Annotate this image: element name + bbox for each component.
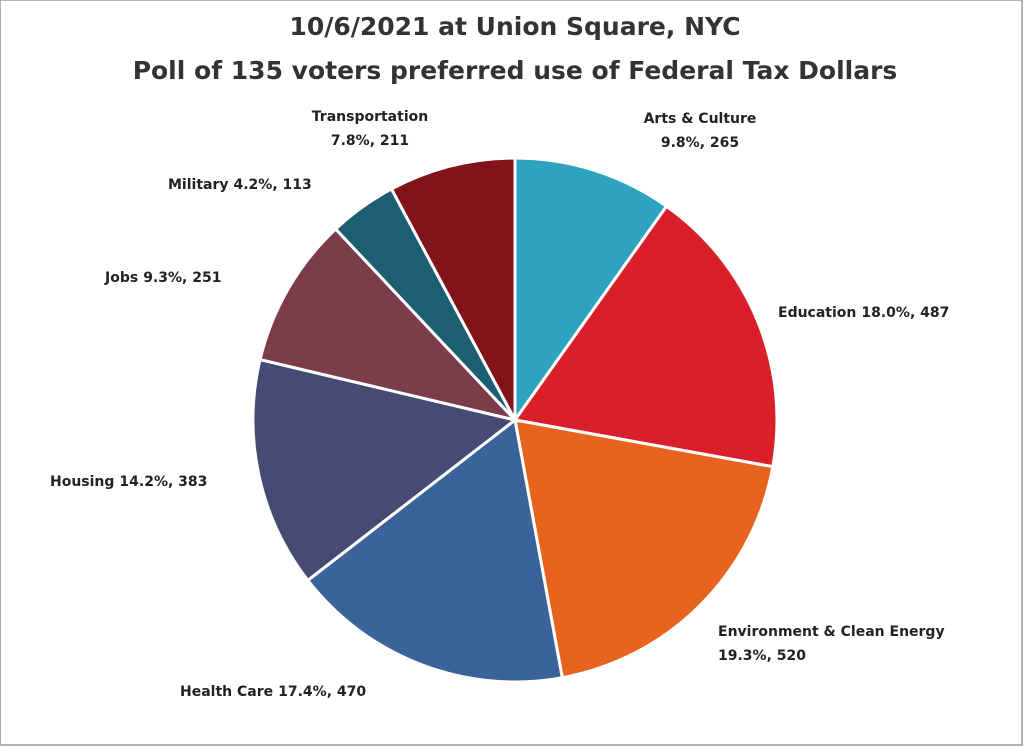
pie-slice	[251, 357, 519, 583]
pie-slice	[389, 156, 517, 421]
category-label: Health Care	[180, 684, 273, 700]
value-label: 4.2%, 113	[234, 177, 312, 193]
pie-slice	[513, 156, 669, 425]
chart-subtitle: Poll of 135 voters preferred use of Fede…	[133, 56, 898, 85]
value-label: 17.4%, 470	[278, 684, 366, 700]
category-label: Military	[168, 177, 229, 193]
value-label: 18.0%, 487	[861, 305, 949, 321]
data-label: Arts & Culture 9.8%, 265	[644, 111, 757, 151]
category-label: Arts & Culture	[644, 111, 757, 127]
value-label: 9.8%, 265	[661, 135, 739, 151]
data-label: Housing 14.2%, 383	[50, 474, 207, 490]
data-label: Education 18.0%, 487	[778, 305, 949, 321]
value-label: 19.3%, 520	[718, 648, 806, 664]
category-label: Environment & Clean Energy	[718, 624, 945, 640]
value-label: 7.8%, 211	[331, 133, 409, 149]
chart-title: 10/6/2021 at Union Square, NYC	[289, 12, 740, 41]
category-label: Jobs	[104, 270, 138, 286]
value-label: 14.2%, 383	[119, 474, 207, 490]
data-label: Jobs 9.3%, 251	[104, 270, 221, 286]
value-label: 9.3%, 251	[143, 270, 221, 286]
pie-slice	[512, 204, 779, 469]
pie-slice	[258, 226, 520, 423]
data-label: Military 4.2%, 113	[168, 177, 312, 193]
category-label: Education	[778, 305, 856, 321]
category-label: Transportation	[312, 109, 428, 125]
pie-slice	[305, 417, 565, 684]
category-label: Housing	[50, 474, 114, 490]
data-label: Health Care 17.4%, 470	[180, 684, 366, 700]
data-label: Transportation 7.8%, 211	[312, 109, 428, 149]
data-label: Environment & Clean Energy 19.3%, 520	[718, 624, 945, 664]
pie-slice	[513, 418, 775, 680]
